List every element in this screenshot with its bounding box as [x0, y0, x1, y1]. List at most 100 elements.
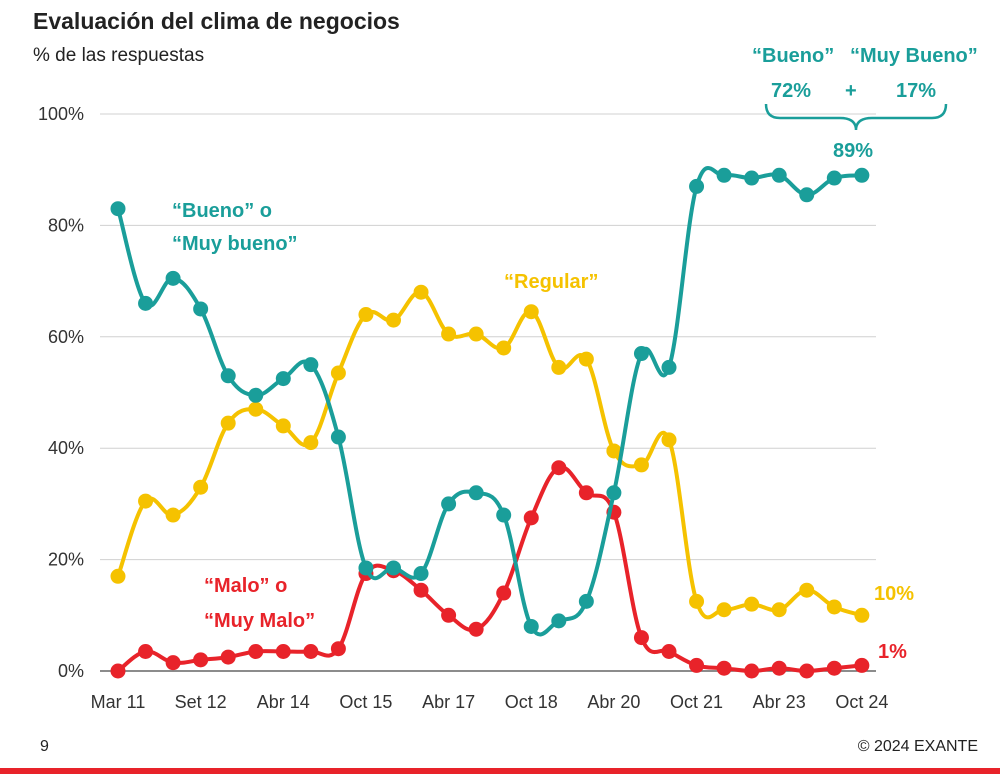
- y-tick-label: 80%: [48, 215, 84, 235]
- series-line: [116, 290, 863, 620]
- data-point: [799, 582, 815, 598]
- data-point: [744, 596, 760, 612]
- x-tick-label: Set 12: [175, 692, 227, 712]
- regular-series-label: “Regular”: [504, 271, 598, 293]
- data-point: [826, 599, 842, 615]
- data-point: [220, 649, 236, 665]
- data-point: [799, 187, 815, 203]
- data-point: [771, 602, 787, 618]
- data-point: [578, 351, 594, 367]
- data-point: [413, 284, 429, 300]
- data-point: [496, 585, 512, 601]
- chart-title: Evaluación del clima de negocios: [33, 8, 400, 34]
- x-tick-label: Oct 15: [339, 692, 392, 712]
- bad-series-label-line1: “Malo” o: [204, 575, 287, 597]
- data-point: [744, 663, 760, 679]
- data-point: [468, 621, 484, 637]
- data-point: [386, 560, 401, 576]
- data-point: [716, 660, 732, 676]
- data-point: [110, 201, 126, 217]
- data-point: [248, 401, 264, 417]
- data-point: [633, 346, 649, 362]
- y-tick-label: 40%: [48, 438, 84, 458]
- bad-end-label: 1%: [878, 641, 907, 663]
- x-tick-label: Oct 18: [505, 692, 558, 712]
- data-point: [303, 435, 319, 451]
- data-point: [303, 357, 319, 373]
- data-point: [551, 460, 567, 476]
- data-point: [165, 507, 181, 523]
- data-point: [330, 365, 346, 381]
- data-point: [606, 485, 622, 501]
- y-tick-label: 0%: [58, 661, 84, 681]
- data-point: [193, 301, 209, 317]
- muy-bueno-header-label: “Muy Bueno”: [850, 45, 978, 67]
- data-point: [523, 510, 539, 526]
- regular-end-label: 10%: [874, 583, 914, 605]
- good-series-label-line2: “Muy bueno”: [172, 233, 298, 255]
- data-point: [413, 582, 429, 598]
- data-point: [330, 429, 346, 445]
- data-point: [165, 270, 181, 286]
- data-point: [110, 568, 126, 584]
- data-point: [523, 304, 539, 320]
- data-point: [854, 657, 870, 673]
- data-point: [220, 415, 236, 431]
- data-point: [468, 485, 484, 501]
- data-point: [358, 307, 374, 323]
- brace-icon: [764, 103, 948, 131]
- series-0: [110, 166, 870, 637]
- bottom-accent-bar: [0, 768, 1000, 774]
- data-point: [633, 630, 649, 646]
- x-tick-label: Mar 11: [91, 692, 146, 712]
- data-point: [716, 602, 732, 618]
- muy-bueno-value: 17%: [896, 80, 936, 102]
- data-point: [551, 613, 567, 629]
- data-point: [275, 371, 291, 387]
- data-point: [826, 170, 842, 186]
- data-point: [248, 387, 264, 403]
- bad-series-label-line2: “Muy Malo”: [204, 610, 315, 632]
- bueno-header-label: “Bueno”: [752, 45, 834, 67]
- data-point: [303, 644, 319, 660]
- data-point: [220, 368, 236, 384]
- x-tick-label: Abr 17: [422, 692, 475, 712]
- data-point: [193, 479, 209, 495]
- data-point: [854, 607, 870, 623]
- data-point: [716, 167, 732, 183]
- data-point: [661, 432, 677, 448]
- data-point: [578, 593, 594, 609]
- grid-lines: [100, 113, 876, 561]
- data-point: [275, 644, 291, 660]
- data-point: [799, 663, 815, 679]
- data-point: [633, 457, 649, 473]
- page-number: 9: [40, 738, 49, 755]
- data-point: [386, 312, 401, 328]
- good-series-label-line1: “Bueno” o: [172, 200, 272, 222]
- total-good-value: 89%: [833, 140, 873, 162]
- data-point: [689, 178, 705, 194]
- x-tick-label: Oct 21: [670, 692, 723, 712]
- data-point: [689, 593, 705, 609]
- data-point: [138, 644, 154, 660]
- data-point: [661, 359, 677, 375]
- series-1: [110, 284, 870, 623]
- data-point: [138, 493, 154, 509]
- plus-sign: +: [845, 80, 857, 102]
- data-point: [193, 652, 209, 668]
- y-tick-label: 100%: [38, 104, 84, 124]
- y-tick-label: 20%: [48, 550, 84, 570]
- x-tick-label: Abr 23: [753, 692, 806, 712]
- y-tick-label: 60%: [48, 327, 84, 347]
- data-point: [248, 644, 264, 660]
- copyright-notice: © 2024 EXANTE: [857, 738, 978, 755]
- data-point: [330, 641, 346, 657]
- series-2: [110, 460, 870, 679]
- data-point: [523, 618, 539, 634]
- data-point: [358, 560, 374, 576]
- data-point: [578, 485, 594, 501]
- data-point: [468, 326, 484, 342]
- y-axis-ticks: 0% 20% 40% 60% 80% 100%: [38, 104, 84, 681]
- data-point: [138, 295, 154, 311]
- data-point: [826, 660, 842, 676]
